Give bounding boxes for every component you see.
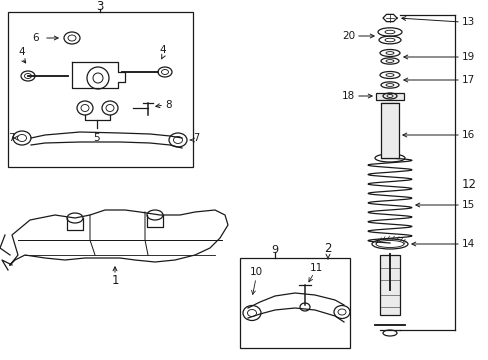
- Text: 3: 3: [96, 0, 103, 13]
- Text: 10: 10: [249, 267, 262, 277]
- Bar: [375, 93, 403, 100]
- Bar: [379, 255, 399, 315]
- Text: 19: 19: [461, 52, 474, 62]
- Bar: [380, 103, 398, 158]
- Text: 13: 13: [461, 17, 474, 27]
- Text: 7: 7: [193, 133, 199, 143]
- Text: 7: 7: [8, 133, 15, 143]
- Text: 14: 14: [461, 239, 474, 249]
- Text: 18: 18: [341, 91, 354, 101]
- Text: 16: 16: [461, 130, 474, 140]
- Text: 11: 11: [309, 263, 322, 273]
- Text: 2: 2: [324, 242, 331, 255]
- Text: 6: 6: [33, 33, 39, 43]
- Text: 4: 4: [19, 47, 25, 57]
- Text: 5: 5: [94, 133, 100, 143]
- Text: 15: 15: [461, 200, 474, 210]
- Text: 9: 9: [271, 245, 278, 255]
- Text: 4: 4: [160, 45, 166, 55]
- Bar: [240, 258, 349, 348]
- Text: 12: 12: [461, 179, 476, 192]
- Bar: [8, 12, 193, 167]
- Text: 17: 17: [461, 75, 474, 85]
- Text: 20: 20: [341, 31, 354, 41]
- Text: 8: 8: [164, 100, 171, 110]
- Text: 1: 1: [111, 274, 119, 287]
